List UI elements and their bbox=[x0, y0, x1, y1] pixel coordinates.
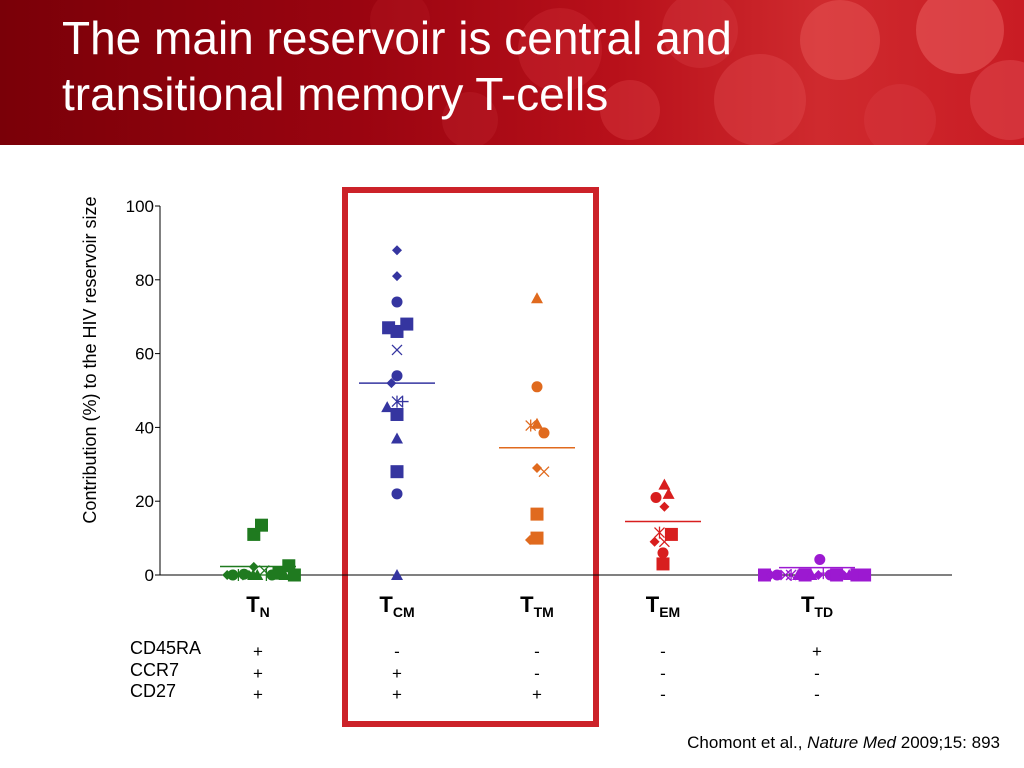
slide-title: The main reservoir is central and transi… bbox=[62, 10, 732, 122]
data-point bbox=[531, 417, 543, 429]
axes bbox=[159, 206, 952, 576]
data-point bbox=[538, 466, 550, 478]
category-label: TN bbox=[246, 592, 270, 620]
data-point bbox=[530, 531, 544, 545]
data-point bbox=[771, 569, 783, 581]
data-point bbox=[814, 554, 826, 566]
marker-value: + bbox=[253, 664, 263, 683]
marker-value: + bbox=[812, 642, 822, 661]
y-tick-label: 20 bbox=[135, 492, 154, 511]
data-point bbox=[391, 344, 403, 356]
category-label: TCM bbox=[379, 592, 414, 620]
category-label: TTD bbox=[801, 592, 833, 620]
data-point bbox=[657, 547, 669, 559]
marker-row-label: CD45RA bbox=[130, 638, 201, 658]
title-banner: The main reservoir is central and transi… bbox=[0, 0, 1024, 145]
data-point bbox=[391, 569, 403, 580]
data-point bbox=[390, 324, 404, 338]
marker-value: + bbox=[253, 685, 263, 704]
data-point bbox=[858, 568, 872, 582]
marker-value: - bbox=[534, 642, 540, 661]
citation-journal: Nature Med bbox=[807, 733, 896, 752]
data-point bbox=[538, 427, 550, 439]
citation: Chomont et al., Nature Med 2009;15: 893 bbox=[687, 733, 1000, 753]
y-tick-label: 100 bbox=[126, 197, 154, 216]
marker-value: + bbox=[532, 685, 542, 704]
data-point bbox=[531, 292, 543, 304]
data-point bbox=[287, 568, 301, 582]
y-tick-label: 0 bbox=[145, 566, 154, 585]
data-point bbox=[251, 569, 264, 580]
data-point bbox=[525, 419, 537, 432]
title-line-1: The main reservoir is central and bbox=[62, 12, 732, 64]
marker-value: + bbox=[392, 664, 402, 683]
data-point bbox=[400, 317, 414, 331]
marker-value: + bbox=[392, 685, 402, 704]
category-label: TEM bbox=[646, 592, 680, 620]
data-point bbox=[255, 518, 268, 532]
y-tick-label: 60 bbox=[135, 345, 154, 364]
data-point bbox=[649, 536, 660, 547]
data-point bbox=[390, 407, 404, 421]
data-point bbox=[248, 561, 259, 572]
data-point bbox=[662, 487, 675, 499]
y-axis-label: Contribution (%) to the HIV reservoir si… bbox=[80, 196, 100, 523]
data-points bbox=[222, 245, 872, 582]
data-point bbox=[659, 501, 670, 512]
marker-value: - bbox=[660, 664, 666, 683]
data-point bbox=[531, 381, 543, 393]
data-point bbox=[658, 478, 671, 490]
data-point bbox=[278, 569, 291, 580]
data-point bbox=[391, 432, 403, 444]
data-point bbox=[780, 569, 791, 581]
citation-ref: 2009;15: 893 bbox=[900, 733, 1000, 752]
data-point bbox=[654, 526, 665, 539]
data-point bbox=[227, 569, 239, 581]
marker-value: + bbox=[253, 642, 263, 661]
data-point bbox=[664, 527, 678, 541]
data-point bbox=[391, 370, 403, 382]
data-point bbox=[650, 492, 662, 504]
data-point bbox=[813, 570, 824, 580]
data-point bbox=[392, 245, 402, 256]
data-point bbox=[805, 569, 818, 580]
category-labels: TN TCM TTM TEM TTD bbox=[246, 592, 833, 620]
marker-row-label: CCR7 bbox=[130, 660, 179, 680]
blood-cells-background bbox=[370, 0, 1024, 145]
data-point bbox=[656, 557, 670, 571]
title-line-2: transitional memory T-cells bbox=[62, 68, 609, 120]
category-label: TTM bbox=[520, 592, 554, 620]
data-point bbox=[390, 465, 404, 479]
marker-value: - bbox=[534, 664, 540, 683]
marker-value: - bbox=[660, 642, 666, 661]
marker-value: - bbox=[814, 685, 820, 704]
y-tick-label: 80 bbox=[135, 271, 154, 290]
data-point bbox=[396, 395, 409, 408]
data-point bbox=[392, 271, 402, 282]
highlight-box bbox=[342, 187, 599, 727]
data-point bbox=[530, 507, 544, 521]
citation-authors: Chomont et al., bbox=[687, 733, 803, 752]
data-point bbox=[758, 568, 771, 582]
marker-value: - bbox=[814, 664, 820, 683]
data-point bbox=[830, 568, 844, 582]
y-ticks: 0 20 40 60 80 100 bbox=[126, 197, 160, 585]
data-point bbox=[391, 296, 403, 308]
marker-value: - bbox=[394, 642, 400, 661]
data-point bbox=[381, 401, 394, 413]
data-point bbox=[391, 488, 403, 500]
data-point bbox=[386, 378, 397, 389]
y-tick-label: 40 bbox=[135, 418, 154, 437]
marker-row-label: CD27 bbox=[130, 681, 176, 701]
marker-table: CD45RA + - - - + CCR7 + + - - - CD27 + + + - - bbox=[130, 638, 822, 704]
marker-value: - bbox=[660, 685, 666, 704]
data-point bbox=[532, 462, 542, 473]
